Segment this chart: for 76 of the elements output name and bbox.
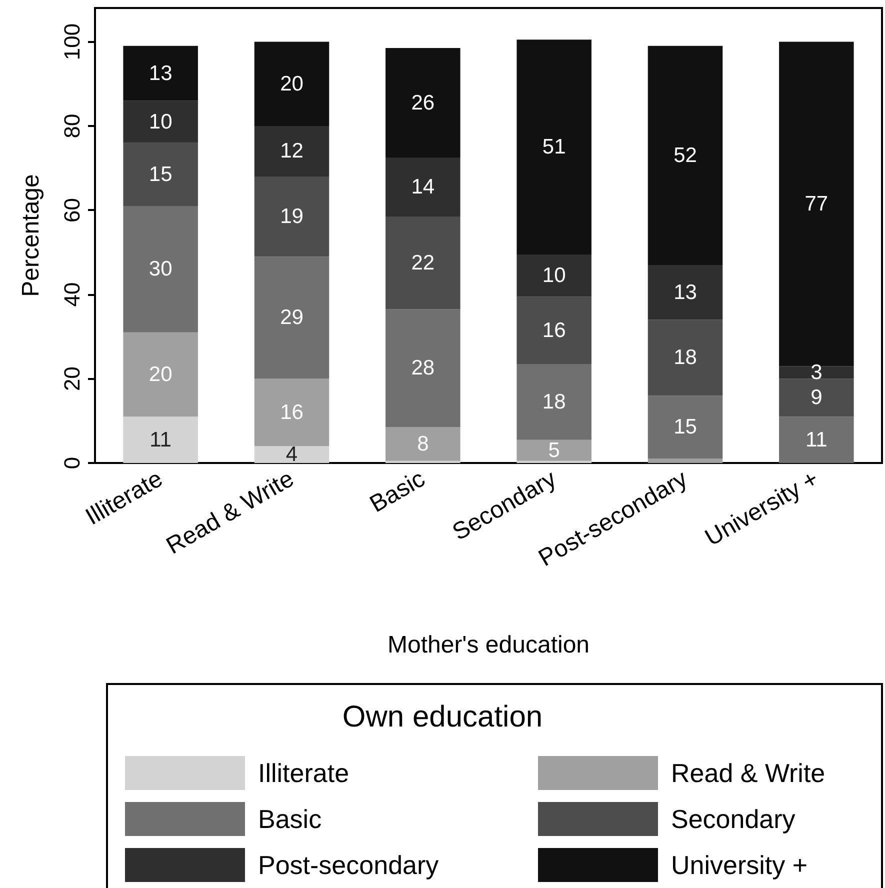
data-label: 8	[417, 432, 429, 456]
data-label: 20	[148, 363, 172, 386]
data-label: 22	[411, 251, 435, 274]
data-label: 9	[810, 386, 822, 410]
data-label: 5	[548, 438, 560, 462]
data-label: 26	[411, 91, 435, 114]
bar	[779, 416, 854, 463]
data-label: 12	[280, 140, 304, 163]
data-label: 51	[542, 136, 566, 159]
x-tick-label: Basic	[365, 465, 430, 518]
bar	[386, 48, 460, 158]
legend-title: Own education	[342, 700, 543, 734]
y-tick-label: 80	[60, 114, 84, 138]
bar	[779, 378, 854, 417]
legend-label: Secondary	[671, 804, 796, 834]
legend-label: Illiterate	[258, 758, 350, 788]
bar	[123, 206, 198, 332]
y-tick-label: 100	[60, 23, 84, 60]
bar	[254, 378, 330, 446]
data-label: 11	[150, 428, 172, 452]
data-label: 4	[286, 443, 298, 466]
y-tick-label: 20	[60, 366, 84, 391]
y-tick-label: 60	[60, 198, 84, 222]
data-label: 10	[148, 110, 172, 134]
bar	[123, 416, 198, 463]
data-label: 30	[148, 258, 172, 281]
bar	[123, 46, 198, 101]
legend-label: University +	[671, 850, 808, 880]
bar	[254, 256, 330, 379]
legend-label: Read & Write	[671, 758, 826, 788]
data-label: 10	[542, 264, 566, 288]
data-label: 20	[280, 72, 304, 96]
data-label: 15	[674, 416, 697, 439]
bar	[516, 40, 592, 254]
bar	[386, 427, 460, 461]
bar	[648, 264, 723, 320]
bar	[254, 42, 330, 126]
data-label: 15	[148, 162, 172, 186]
bar	[254, 446, 330, 463]
data-label: 16	[542, 318, 566, 342]
bar	[254, 176, 330, 257]
data-label: 52	[674, 144, 697, 167]
data-label: 18	[542, 390, 566, 414]
data-label: 77	[804, 192, 828, 216]
bar	[648, 320, 723, 396]
y-tick-label: 40	[60, 282, 84, 307]
y-axis-title: Percentage	[18, 174, 44, 297]
bar	[516, 364, 592, 440]
data-label: 18	[674, 346, 697, 370]
bar	[386, 309, 460, 428]
data-label: 13	[674, 280, 697, 304]
bar	[123, 100, 198, 143]
bar	[648, 458, 723, 463]
bar	[123, 142, 198, 206]
data-label: 3	[810, 360, 822, 384]
bar	[386, 216, 460, 310]
data-label: 16	[280, 400, 304, 424]
bar	[386, 158, 460, 217]
data-label: 19	[280, 205, 304, 228]
x-axis-title: Mother's education	[387, 632, 590, 658]
bar	[779, 366, 854, 379]
bar	[123, 332, 198, 417]
bar	[516, 254, 592, 297]
data-label: 13	[148, 62, 172, 85]
data-label: 14	[411, 176, 435, 199]
legend-label: Post-secondary	[258, 850, 439, 880]
bar	[516, 296, 592, 364]
data-label: 28	[411, 356, 435, 380]
bar	[648, 396, 723, 459]
legend-label: Basic	[258, 804, 322, 834]
y-tick-label: 0	[60, 456, 84, 470]
bar	[516, 440, 592, 461]
data-label: 29	[280, 306, 304, 330]
bar	[648, 46, 723, 265]
bar	[254, 126, 330, 177]
data-label: 11	[806, 428, 828, 452]
